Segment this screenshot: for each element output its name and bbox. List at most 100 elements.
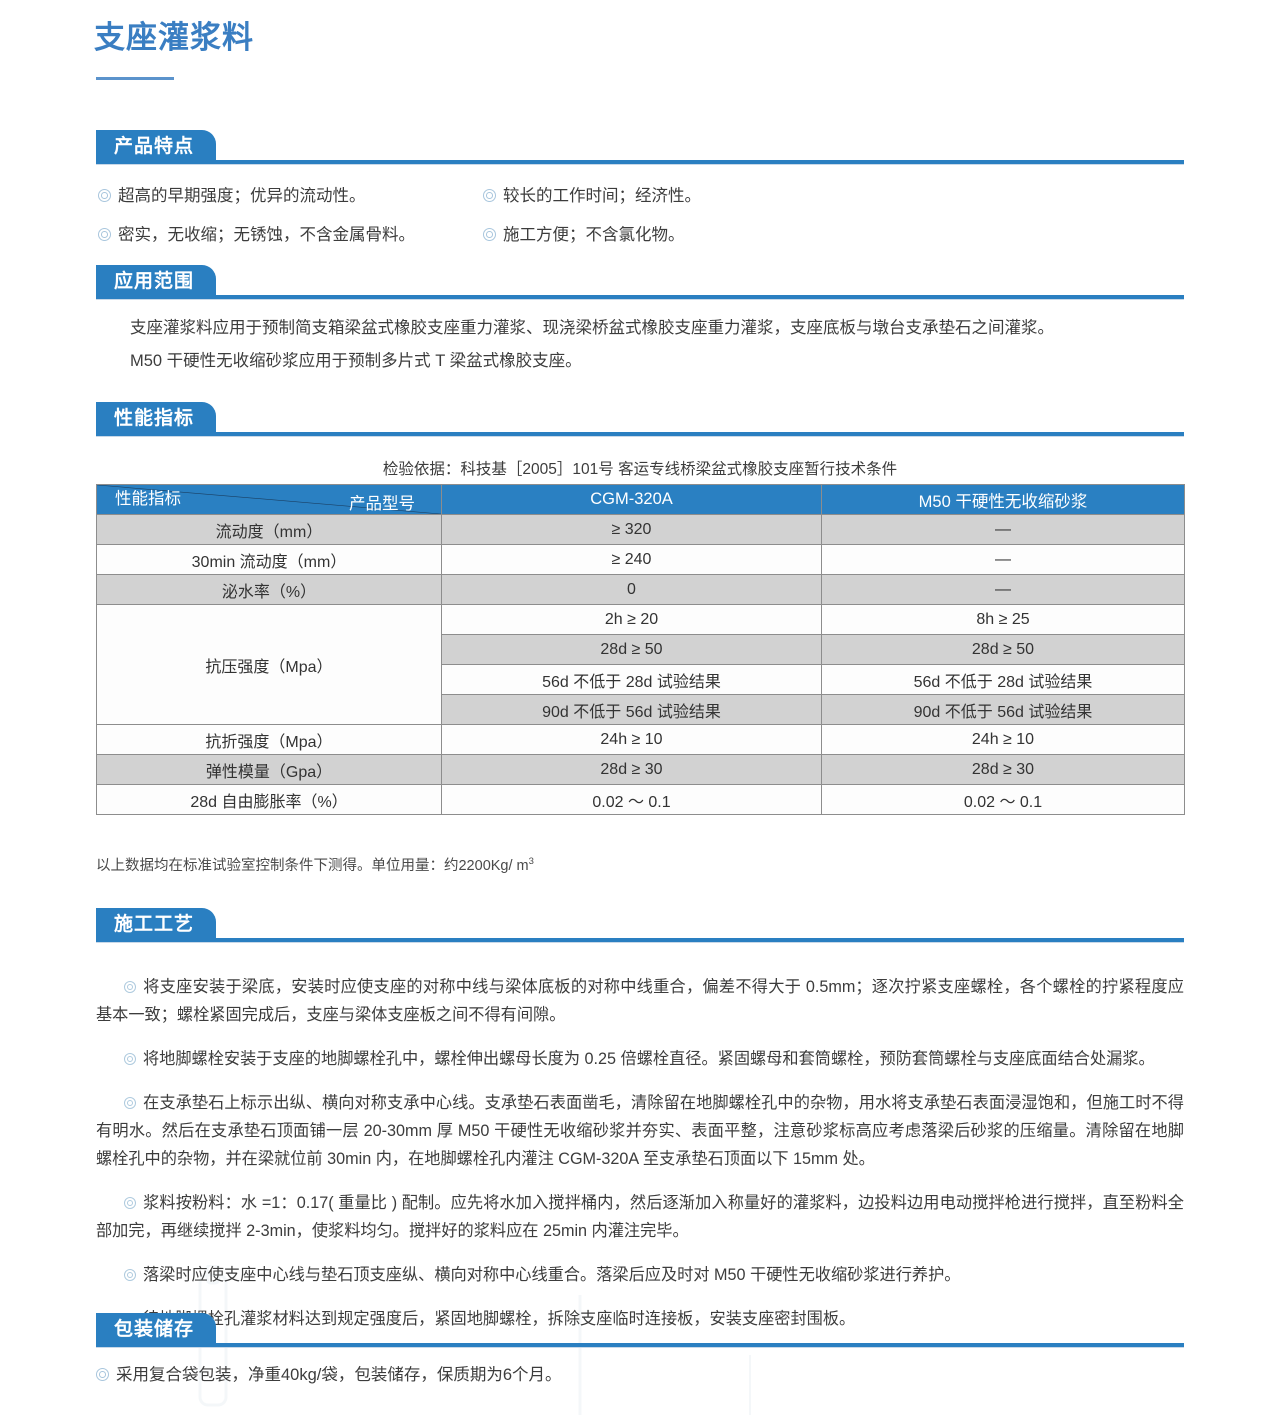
table-cell: 28d ≥ 30: [441, 754, 822, 785]
list-item: 施工方便；不含氯化物。: [483, 223, 701, 248]
double-circle-bullet-icon: [124, 1268, 136, 1281]
table-cell: 56d 不低于 28d 试验结果: [821, 664, 1185, 695]
table-corner-column-label: 产品型号: [349, 495, 415, 513]
table-caption: 检验依据：科技基［2005］101号 客运专线桥梁盆式橡胶支座暂行技术条件: [382, 461, 898, 478]
process-step: 落梁时应使支座中心线与垫石顶支座纵、横向对称中心线重合。落梁后应及时对 M50 …: [96, 1262, 1184, 1290]
table-row: 泌水率（%） 0—: [96, 574, 1185, 605]
double-circle-bullet-icon: [124, 981, 136, 994]
section-header-application: 应用范围: [0, 265, 1280, 301]
process-step-text: 将地脚螺栓安装于支座的地脚螺栓孔中，螺栓伸出螺母长度为 0.25 倍螺栓直径。紧…: [143, 1050, 1155, 1069]
packaging-text: 采用复合袋包装，净重40kg/袋，包装储存，保质期为6个月。: [116, 1366, 562, 1384]
list-item: 较长的工作时间；经济性。: [483, 184, 701, 209]
table-row: 56d 不低于 28d 试验结果 56d 不低于 28d 试验结果: [97, 664, 1185, 695]
table-cell: —: [821, 544, 1185, 575]
table-row: 弹性模量（Gpa） 28d ≥ 30 28d ≥ 30: [96, 754, 1185, 785]
table-row-header: 弹性模量（Gpa）: [96, 754, 442, 785]
feature-text: 较长的工作时间；经济性。: [503, 187, 701, 205]
section-rule: [96, 295, 1184, 300]
table-footnote: 以上数据均在标准试验室控制条件下测得。单位用量：约2200Kg/ m3: [96, 854, 534, 875]
section-rule: [96, 1343, 1184, 1348]
table-row-header: 抗折强度（Mpa）: [96, 724, 442, 755]
double-circle-bullet-icon: [124, 1196, 136, 1209]
table-header-row: 产品型号 性能指标 CGM-320A M50 干硬性无收缩砂浆: [96, 484, 1185, 515]
table-cell: 24h ≥ 10: [821, 724, 1185, 755]
table-cell: 28d ≥ 50: [441, 634, 822, 665]
table-row: 30min 流动度（mm） ≥ 240—: [96, 544, 1185, 575]
performance-spec-table: 产品型号 性能指标 CGM-320A M50 干硬性无收缩砂浆 流动度（mm） ≥ 320…: [96, 484, 1185, 815]
process-step-text: 待地脚螺栓孔灌浆材料达到规定强度后，紧固地脚螺栓，拆除支座临时连接板，安装支座密…: [143, 1309, 856, 1328]
table-cell: 28d ≥ 50: [821, 634, 1185, 665]
section-header-features: 产品特点: [0, 130, 1280, 166]
section-header-packaging: 包装储存: [0, 1313, 1280, 1349]
section-header-process: 施工工艺: [0, 908, 1280, 944]
section-badge-features: 产品特点: [96, 130, 217, 164]
section-rule: [96, 432, 1184, 437]
feature-text: 超高的早期强度；优异的流动性。: [118, 187, 366, 205]
process-step-text: 将支座安装于梁底，安装时应使支座的对称中线与梁体底板的对称中线重合，偏差不得大于…: [96, 978, 1184, 1025]
table-cell: —: [821, 514, 1185, 545]
process-step-list: 将支座安装于梁底，安装时应使支座的对称中线与梁体底板的对称中线重合，偏差不得大于…: [96, 958, 1184, 1336]
list-item: 超高的早期强度；优异的流动性。: [98, 184, 415, 209]
process-step-text: 在支承垫石上标示出纵、横向对称支承中心线。支承垫石表面凿毛，清除留在地脚螺栓孔中…: [96, 1094, 1184, 1168]
table-row-header: 抗压强度（Mpa）: [96, 604, 442, 725]
section-rule: [96, 938, 1184, 943]
double-circle-bullet-icon: [124, 1053, 136, 1066]
section-application-scope: 应用范围 支座灌浆料应用于预制简支箱梁盆式橡胶支座重力灌浆、现浇梁桥盆式橡胶支座…: [0, 265, 1280, 370]
diagonal-divider-icon: [97, 485, 441, 514]
page-title: 支座灌浆料: [94, 20, 254, 55]
table-cell: 90d 不低于 56d 试验结果: [821, 694, 1185, 725]
section-badge-packaging: 包装储存: [96, 1313, 217, 1347]
process-step-text: 浆料按粉料：水 =1：0.17( 重量比 ) 配制。应先将水加入搅拌桶内，然后逐…: [96, 1193, 1184, 1240]
table-row-header: 28d 自由膨胀率（%）: [96, 784, 442, 815]
table-row: 90d 不低于 56d 试验结果 90d 不低于 56d 试验结果: [97, 694, 1185, 725]
table-cell: ≥ 320: [441, 514, 822, 545]
table-cell: 0: [441, 574, 822, 605]
table-footnote-text: 以上数据均在标准试验室控制条件下测得。单位用量：约2200Kg/ m: [96, 858, 529, 874]
section-performance: 性能指标 检验依据：科技基［2005］101号 客运专线桥梁盆式橡胶支座暂行技术…: [0, 402, 1280, 874]
table-footnote-superscript: 3: [528, 856, 534, 868]
table-row-header: 流动度（mm）: [96, 514, 442, 545]
section-badge-process: 施工工艺: [96, 908, 217, 942]
table-row: 28d 自由膨胀率（%） 0.02 ～ 0.1 0.02 ～ 0.1: [96, 784, 1185, 815]
table-cell: 28d ≥ 30: [821, 754, 1185, 785]
table-cell: 24h ≥ 10: [441, 724, 822, 755]
section-construction-process: 施工工艺 将支座安装于梁底，安装时应使支座的对称中线与梁体底板的对称中线重合，偏…: [0, 908, 1280, 1328]
table-cell: 8h ≥ 25: [821, 604, 1185, 635]
title-underline: [96, 77, 174, 80]
application-paragraph: 支座灌浆料应用于预制简支箱梁盆式橡胶支座重力灌浆、现浇梁桥盆式橡胶支座重力灌浆，…: [130, 319, 1054, 337]
double-circle-bullet-icon: [98, 189, 111, 202]
process-step: 浆料按粉料：水 =1：0.17( 重量比 ) 配制。应先将水加入搅拌桶内，然后逐…: [96, 1190, 1184, 1246]
list-item: 采用复合袋包装，净重40kg/袋，包装储存，保质期为6个月。: [96, 1363, 562, 1388]
double-circle-bullet-icon: [483, 227, 496, 241]
section-badge-performance: 性能指标: [96, 402, 217, 436]
table-row: 28d ≥ 50 28d ≥ 50: [97, 634, 1185, 665]
table-cell: 2h ≥ 20: [441, 604, 822, 635]
table-cell: 0.02 ～ 0.1: [441, 784, 822, 815]
process-step: 在支承垫石上标示出纵、横向对称支承中心线。支承垫石表面凿毛，清除留在地脚螺栓孔中…: [96, 1090, 1184, 1174]
double-circle-bullet-icon: [98, 227, 111, 241]
table-row: 流动度（mm） ≥ 320—: [96, 514, 1185, 545]
table-column-header: CGM-320A: [441, 484, 822, 515]
table-corner-diagonal-cell: 产品型号 性能指标: [96, 484, 442, 515]
double-circle-bullet-icon: [483, 189, 496, 202]
section-header-performance: 性能指标: [0, 402, 1280, 438]
table-cell: —: [821, 574, 1185, 605]
table-cell: 56d 不低于 28d 试验结果: [441, 664, 822, 695]
double-circle-bullet-icon: [124, 1097, 136, 1110]
list-item: 密实，无收缩；无锈蚀，不含金属骨料。: [98, 223, 415, 248]
application-paragraph: M50 干硬性无收缩砂浆应用于预制多片式 T 梁盆式橡胶支座。: [130, 351, 582, 370]
table-cell: 0.02 ～ 0.1: [821, 784, 1185, 815]
double-circle-bullet-icon: [96, 1368, 109, 1381]
section-product-features: 产品特点 超高的早期强度；优异的流动性。 密实，无收缩；无锈蚀，不含金属骨料。: [0, 130, 1280, 246]
table-row-header: 30min 流动度（mm）: [96, 544, 442, 575]
process-step-text: 落梁时应使支座中心线与垫石顶支座纵、横向对称中心线重合。落梁后应及时对 M50 …: [143, 1265, 961, 1284]
table-cell: ≥ 240: [441, 544, 822, 575]
table-row-header: 泌水率（%）: [96, 574, 442, 605]
table-cell: 90d 不低于 56d 试验结果: [441, 694, 822, 725]
process-step: 将地脚螺栓安装于支座的地脚螺栓孔中，螺栓伸出螺母长度为 0.25 倍螺栓直径。紧…: [96, 1046, 1184, 1074]
section-badge-application: 应用范围: [96, 265, 217, 299]
feature-text: 密实，无收缩；无锈蚀，不含金属骨料。: [118, 225, 415, 244]
section-rule: [96, 160, 1184, 165]
feature-text: 施工方便；不含氯化物。: [503, 225, 685, 244]
